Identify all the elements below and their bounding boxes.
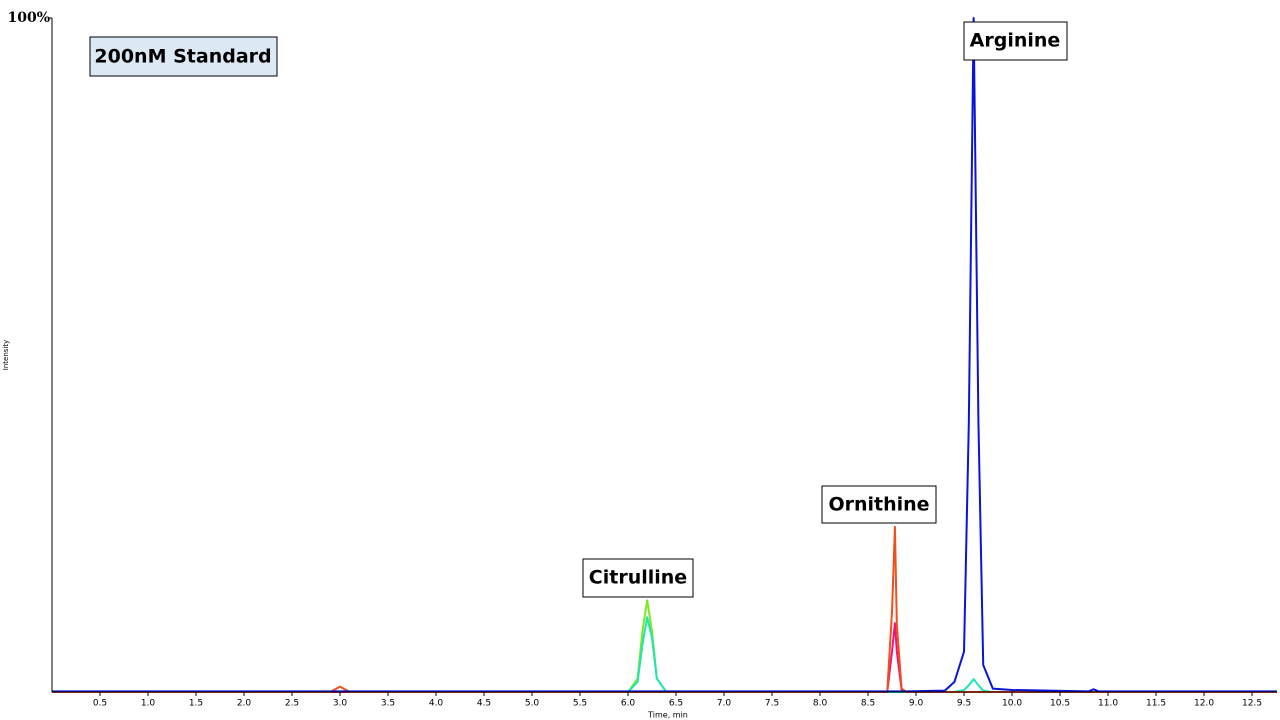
annotation-box <box>582 558 694 598</box>
x-tick-label: 3.5 <box>381 699 395 709</box>
annotation: Arginine <box>970 30 1061 52</box>
annotation: Citrulline <box>589 567 687 589</box>
x-tick-label: 2.0 <box>237 699 252 709</box>
trace <box>52 599 1277 693</box>
x-axis-label: Time, min <box>647 711 688 720</box>
trace <box>52 622 1277 693</box>
annotation: Ornithine <box>828 494 929 516</box>
chart-title: 200nM Standard <box>94 46 271 68</box>
trace <box>52 525 1277 693</box>
x-tick-label: 7.0 <box>717 699 732 709</box>
x-tick-label: 9.0 <box>909 699 924 709</box>
x-tick-label: 2.5 <box>285 699 299 709</box>
x-tick-label: 3.0 <box>333 699 348 709</box>
trace <box>52 616 1277 693</box>
x-tick-label: 10.5 <box>1050 699 1070 709</box>
annotation-box <box>963 21 1068 61</box>
x-tick-label: 12.0 <box>1194 699 1214 709</box>
x-tick-label: 0.5 <box>93 699 107 709</box>
y-axis-label: Intensity <box>2 340 10 370</box>
x-tick-label: 11.5 <box>1146 699 1166 709</box>
x-tick-label: 12.5 <box>1242 699 1262 709</box>
x-tick-label: 4.0 <box>429 699 444 709</box>
x-tick-label: 11.0 <box>1098 699 1118 709</box>
x-tick-label: 6.5 <box>669 699 683 709</box>
y-tick-label: 100% <box>7 10 50 26</box>
title-box <box>89 36 278 77</box>
x-tick-label: 7.5 <box>765 699 779 709</box>
x-tick-label: 1.5 <box>189 699 203 709</box>
annotation-box <box>821 485 937 524</box>
x-tick-label: 8.5 <box>861 699 875 709</box>
x-tick-label: 8.0 <box>813 699 828 709</box>
x-tick-label: 5.0 <box>525 699 540 709</box>
x-tick-label: 10.0 <box>1002 699 1022 709</box>
x-tick-label: 1.0 <box>141 699 156 709</box>
x-tick-label: 5.5 <box>573 699 587 709</box>
trace <box>52 17 1277 693</box>
x-tick-label: 6.0 <box>621 699 636 709</box>
x-tick-label: 4.5 <box>477 699 491 709</box>
x-tick-label: 9.5 <box>957 699 971 709</box>
